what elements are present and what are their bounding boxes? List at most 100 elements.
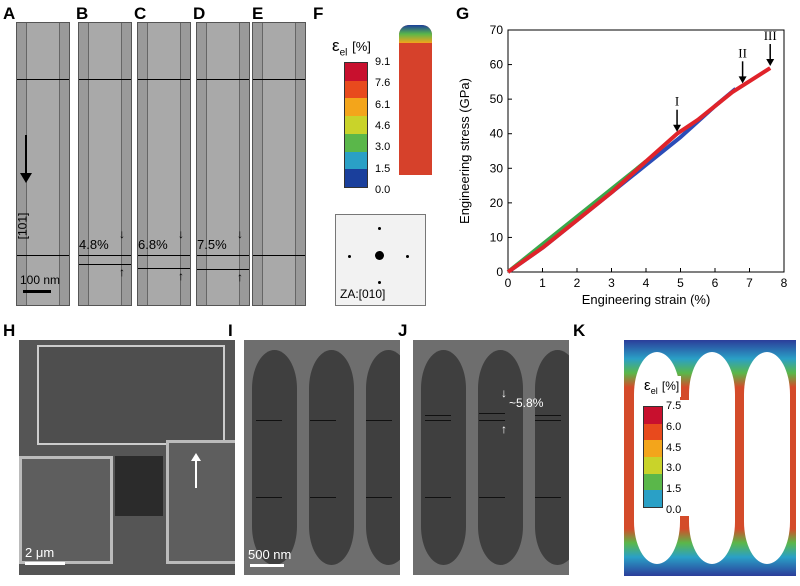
arrow-down-icon: ↓: [178, 227, 184, 241]
scale-label: 500 nm: [248, 547, 292, 562]
scale-label: 2 μm: [25, 545, 55, 560]
colorbar-segment: [644, 490, 662, 507]
y-tick-label: 70: [490, 23, 504, 37]
arrow-down-icon: ↓: [119, 227, 125, 241]
panel-label-b: B: [76, 4, 89, 23]
colorbar-segment: [345, 169, 367, 187]
colorbar-ticks: 9.1 7.6 6.1 4.6 3.0 1.5 0.0: [375, 56, 415, 196]
panel-label-i: I: [228, 321, 233, 340]
direction-arrow: [25, 135, 27, 175]
colorbar-tick-label: 4.6: [375, 120, 391, 132]
colorbar-segment: [345, 80, 367, 99]
colorbar-segment: [644, 407, 662, 424]
x-tick-label: 2: [574, 276, 581, 290]
arrow-up-icon: ↑: [237, 270, 243, 284]
tem-image-e: [252, 22, 306, 306]
y-tick-label: 10: [490, 230, 504, 244]
y-axis-label: Engineering stress (GPa): [457, 78, 472, 224]
arrow-up-icon: ↑: [501, 422, 507, 436]
colorbar-tick-label: 9.1: [375, 56, 391, 68]
x-tick-label: 0: [505, 276, 512, 290]
tem-image-b: 4.8% ↓ ↑: [78, 22, 132, 306]
colorbar-segment: [345, 116, 367, 134]
fem-strain-map-k: [624, 340, 796, 576]
colorbar-tick-label: 0.0: [666, 504, 682, 516]
panel-label-f: F: [313, 4, 324, 23]
colorbar-tick-label: 6.0: [666, 420, 682, 433]
x-tick-label: 4: [643, 276, 650, 290]
direction-label: [101]: [16, 212, 30, 240]
colorbar-segment: [644, 440, 662, 457]
colorbar-tick-label: 1.5: [666, 483, 682, 496]
colorbar-tick-label: 7.6: [375, 77, 391, 90]
annotation-arrowhead: [673, 124, 682, 132]
sem-image-j: ↓ ↑ ~5.8%: [413, 340, 569, 575]
scale-bar: [25, 562, 65, 565]
colorbar-segment: [345, 151, 367, 170]
y-tick-label: 0: [496, 265, 503, 279]
tem-image-c: 6.8% ↓ ↑: [137, 22, 191, 306]
x-tick-label: 8: [781, 276, 788, 290]
colorbar-tick-label: 1.5: [375, 162, 391, 175]
colorbar-segment: [644, 456, 662, 474]
colorbar-segment: [644, 423, 662, 441]
x-tick-label: 6: [712, 276, 719, 290]
panel-label-c: C: [134, 4, 147, 23]
x-tick-label: 1: [539, 276, 546, 290]
series-line-2: [506, 66, 772, 274]
y-tick-label: 60: [490, 58, 504, 72]
arrow-down-icon: [20, 173, 32, 183]
scale-bar: [23, 290, 51, 293]
x-axis-label: Engineering strain (%): [582, 292, 711, 307]
colorbar-segment: [345, 63, 367, 81]
zone-axis-label: ZA:[010]: [340, 287, 386, 301]
colorbar-segment: [345, 98, 367, 117]
sem-image-h: 2 μm: [19, 340, 235, 575]
y-tick-label: 50: [490, 92, 504, 106]
colorbar-tick-label: 3.0: [375, 141, 391, 154]
x-tick-label: 7: [746, 276, 753, 290]
annotation-arrowhead: [766, 59, 775, 67]
annotation-arrowhead: [738, 76, 747, 84]
colorbar: [344, 62, 368, 188]
y-tick-label: 40: [490, 127, 504, 141]
colorbar-tick-label: 0.0: [375, 184, 391, 196]
y-tick-label: 20: [490, 196, 504, 210]
annotation-label: II: [738, 45, 747, 60]
colorbar-title-k: εel [%]: [642, 376, 682, 397]
x-tick-label: 3: [608, 276, 615, 290]
strain-label-j: ~5.8%: [509, 396, 544, 410]
sem-image-i: 500 nm: [244, 340, 400, 575]
colorbar-k-ticks: 7.5 6.0 4.5 3.0 1.5 0.0: [666, 400, 700, 516]
panel-label-k: K: [573, 321, 586, 340]
panel-label-g: G: [456, 4, 470, 23]
panel-label-h: H: [3, 321, 16, 340]
strain-label-d: 7.5%: [197, 237, 227, 252]
y-tick-label: 30: [490, 161, 504, 175]
scale-label: 100 nm: [20, 273, 61, 287]
arrow-down-icon: ↓: [501, 386, 507, 400]
tem-image-d: 7.5% ↓ ↑: [196, 22, 250, 306]
colorbar-tick-label: 3.0: [666, 462, 682, 475]
strain-label-b: 4.8%: [79, 237, 109, 252]
colorbar-segment: [345, 133, 367, 152]
arrow-down-icon: ↓: [237, 227, 243, 241]
tem-image-a: [101] 100 nm: [16, 22, 70, 306]
diffraction-pattern: ZA:[010]: [335, 214, 426, 306]
panel-label-j: J: [398, 321, 408, 340]
colorbar-segment: [644, 473, 662, 491]
panel-label-a: A: [3, 4, 16, 23]
panel-label-d: D: [193, 4, 206, 23]
fem-strain-map: [399, 25, 432, 175]
arrow-up-icon: [195, 458, 197, 488]
arrow-up-icon: ↑: [119, 265, 125, 279]
scale-bar: [250, 564, 284, 567]
strain-label-c: 6.8%: [138, 237, 168, 252]
colorbar-k: [643, 406, 663, 508]
annotation-label: III: [764, 28, 777, 43]
colorbar-tick-label: 7.5: [666, 400, 682, 412]
colorbar-tick-label: 4.5: [666, 441, 682, 454]
x-tick-label: 5: [677, 276, 684, 290]
panel-label-e: E: [252, 4, 264, 23]
